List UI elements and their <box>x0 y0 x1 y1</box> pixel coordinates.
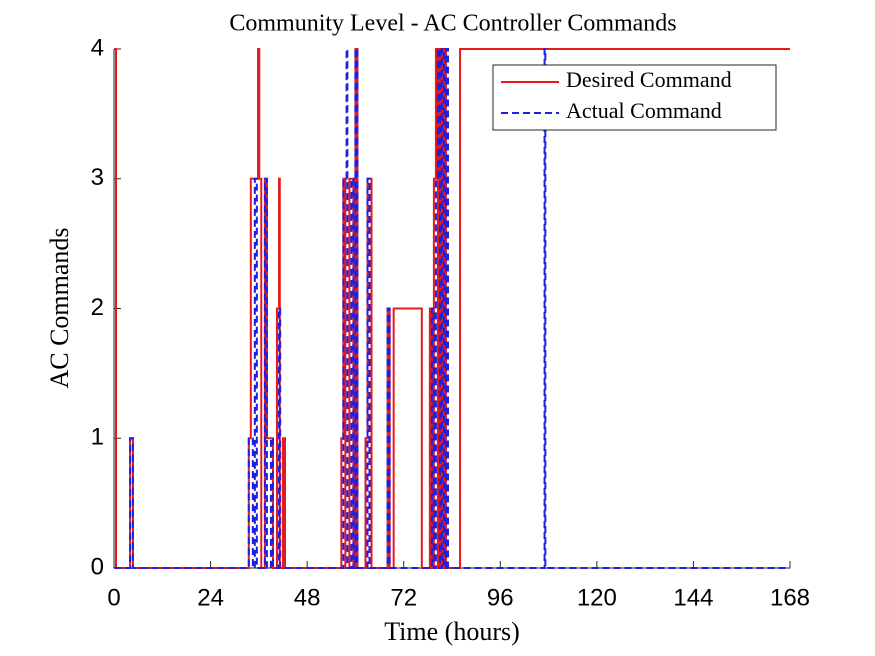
y-axis-label: AC Commands <box>45 227 74 388</box>
x-tick-label: 24 <box>197 584 224 611</box>
data-line <box>114 48 790 569</box>
y-tick-label: 0 <box>91 553 104 580</box>
x-tick-label: 168 <box>770 584 810 611</box>
x-tick-label: 0 <box>107 584 120 611</box>
x-tick-label: 72 <box>390 584 417 611</box>
legend-label: Desired Command <box>566 67 732 92</box>
y-tick-label: 1 <box>91 424 104 451</box>
legend-box <box>492 64 777 131</box>
x-axis-label: Time (hours) <box>384 617 520 646</box>
legend-label: Actual Command <box>566 98 722 123</box>
x-tick-label: 144 <box>673 584 713 611</box>
data-line <box>114 48 790 569</box>
y-tick-label: 2 <box>91 294 104 321</box>
y-tick-label: 3 <box>91 164 104 191</box>
x-tick-label: 48 <box>294 584 321 611</box>
x-tick-label: 96 <box>487 584 514 611</box>
y-tick-label: 4 <box>91 34 104 61</box>
chart-title: Community Level - AC Controller Commands <box>229 11 676 37</box>
x-tick-label: 120 <box>577 584 617 611</box>
